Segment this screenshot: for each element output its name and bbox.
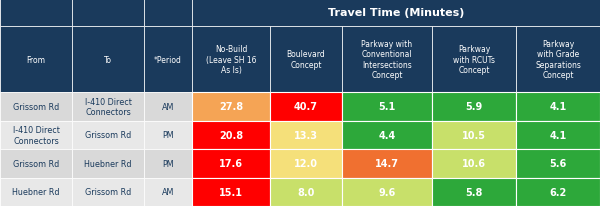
Text: To: To (104, 55, 112, 64)
FancyBboxPatch shape (432, 93, 516, 121)
Text: 13.3: 13.3 (294, 130, 318, 140)
FancyBboxPatch shape (192, 149, 270, 178)
FancyBboxPatch shape (0, 93, 72, 121)
FancyBboxPatch shape (270, 27, 342, 93)
FancyBboxPatch shape (72, 93, 144, 121)
FancyBboxPatch shape (72, 27, 144, 93)
Text: Huebner Rd: Huebner Rd (12, 187, 60, 196)
FancyBboxPatch shape (342, 178, 432, 206)
Text: 10.5: 10.5 (462, 130, 486, 140)
Text: 40.7: 40.7 (294, 102, 318, 112)
Text: From: From (26, 55, 46, 64)
Text: AM: AM (162, 102, 174, 111)
FancyBboxPatch shape (342, 121, 432, 149)
Text: 4.1: 4.1 (550, 102, 566, 112)
Text: Grissom Rd: Grissom Rd (13, 159, 59, 168)
FancyBboxPatch shape (144, 27, 192, 93)
Text: 27.8: 27.8 (219, 102, 243, 112)
FancyBboxPatch shape (144, 93, 192, 121)
Text: Travel Time (Minutes): Travel Time (Minutes) (328, 8, 464, 18)
FancyBboxPatch shape (516, 178, 600, 206)
Text: 17.6: 17.6 (219, 159, 243, 169)
FancyBboxPatch shape (270, 121, 342, 149)
FancyBboxPatch shape (0, 178, 72, 206)
FancyBboxPatch shape (192, 121, 270, 149)
Text: Huebner Rd: Huebner Rd (84, 159, 132, 168)
FancyBboxPatch shape (144, 121, 192, 149)
FancyBboxPatch shape (0, 149, 72, 178)
Text: PM: PM (162, 131, 174, 140)
Text: *Period: *Period (154, 55, 182, 64)
FancyBboxPatch shape (516, 93, 600, 121)
FancyBboxPatch shape (270, 93, 342, 121)
FancyBboxPatch shape (342, 93, 432, 121)
Text: 12.0: 12.0 (294, 159, 318, 169)
FancyBboxPatch shape (342, 149, 432, 178)
Text: PM: PM (162, 159, 174, 168)
FancyBboxPatch shape (72, 178, 144, 206)
FancyBboxPatch shape (192, 27, 270, 93)
FancyBboxPatch shape (144, 0, 192, 27)
Text: 15.1: 15.1 (219, 187, 243, 197)
Text: Parkway with
Conventional
Intersections
Concept: Parkway with Conventional Intersections … (361, 40, 413, 80)
Text: Boulevard
Concept: Boulevard Concept (287, 50, 325, 69)
Text: AM: AM (162, 187, 174, 196)
Text: 14.7: 14.7 (375, 159, 399, 169)
Text: I-410 Direct
Connectors: I-410 Direct Connectors (13, 125, 59, 145)
FancyBboxPatch shape (432, 149, 516, 178)
FancyBboxPatch shape (0, 27, 72, 93)
Text: 5.8: 5.8 (466, 187, 482, 197)
Text: 4.4: 4.4 (379, 130, 395, 140)
Text: 4.1: 4.1 (550, 130, 566, 140)
FancyBboxPatch shape (270, 178, 342, 206)
FancyBboxPatch shape (144, 149, 192, 178)
FancyBboxPatch shape (72, 149, 144, 178)
FancyBboxPatch shape (270, 149, 342, 178)
Text: 5.9: 5.9 (466, 102, 482, 112)
Text: Grissom Rd: Grissom Rd (85, 131, 131, 140)
FancyBboxPatch shape (432, 121, 516, 149)
FancyBboxPatch shape (516, 149, 600, 178)
Text: 5.6: 5.6 (550, 159, 566, 169)
Text: Parkway
with RCUTs
Concept: Parkway with RCUTs Concept (453, 45, 495, 75)
FancyBboxPatch shape (432, 178, 516, 206)
FancyBboxPatch shape (72, 121, 144, 149)
FancyBboxPatch shape (192, 0, 600, 27)
Text: Grissom Rd: Grissom Rd (13, 102, 59, 111)
Text: 10.6: 10.6 (462, 159, 486, 169)
FancyBboxPatch shape (72, 0, 144, 27)
Text: 6.2: 6.2 (550, 187, 566, 197)
FancyBboxPatch shape (516, 121, 600, 149)
Text: 20.8: 20.8 (219, 130, 243, 140)
FancyBboxPatch shape (192, 178, 270, 206)
FancyBboxPatch shape (432, 27, 516, 93)
FancyBboxPatch shape (516, 27, 600, 93)
Text: Grissom Rd: Grissom Rd (85, 187, 131, 196)
Text: 8.0: 8.0 (298, 187, 314, 197)
FancyBboxPatch shape (0, 121, 72, 149)
Text: I-410 Direct
Connectors: I-410 Direct Connectors (85, 97, 131, 117)
Text: No-Build
(Leave SH 16
As Is): No-Build (Leave SH 16 As Is) (206, 45, 256, 75)
Text: 9.6: 9.6 (379, 187, 395, 197)
FancyBboxPatch shape (342, 27, 432, 93)
FancyBboxPatch shape (0, 0, 72, 27)
FancyBboxPatch shape (192, 93, 270, 121)
Text: 5.1: 5.1 (379, 102, 395, 112)
Text: Parkway
with Grade
Separations
Concept: Parkway with Grade Separations Concept (535, 40, 581, 80)
FancyBboxPatch shape (144, 178, 192, 206)
